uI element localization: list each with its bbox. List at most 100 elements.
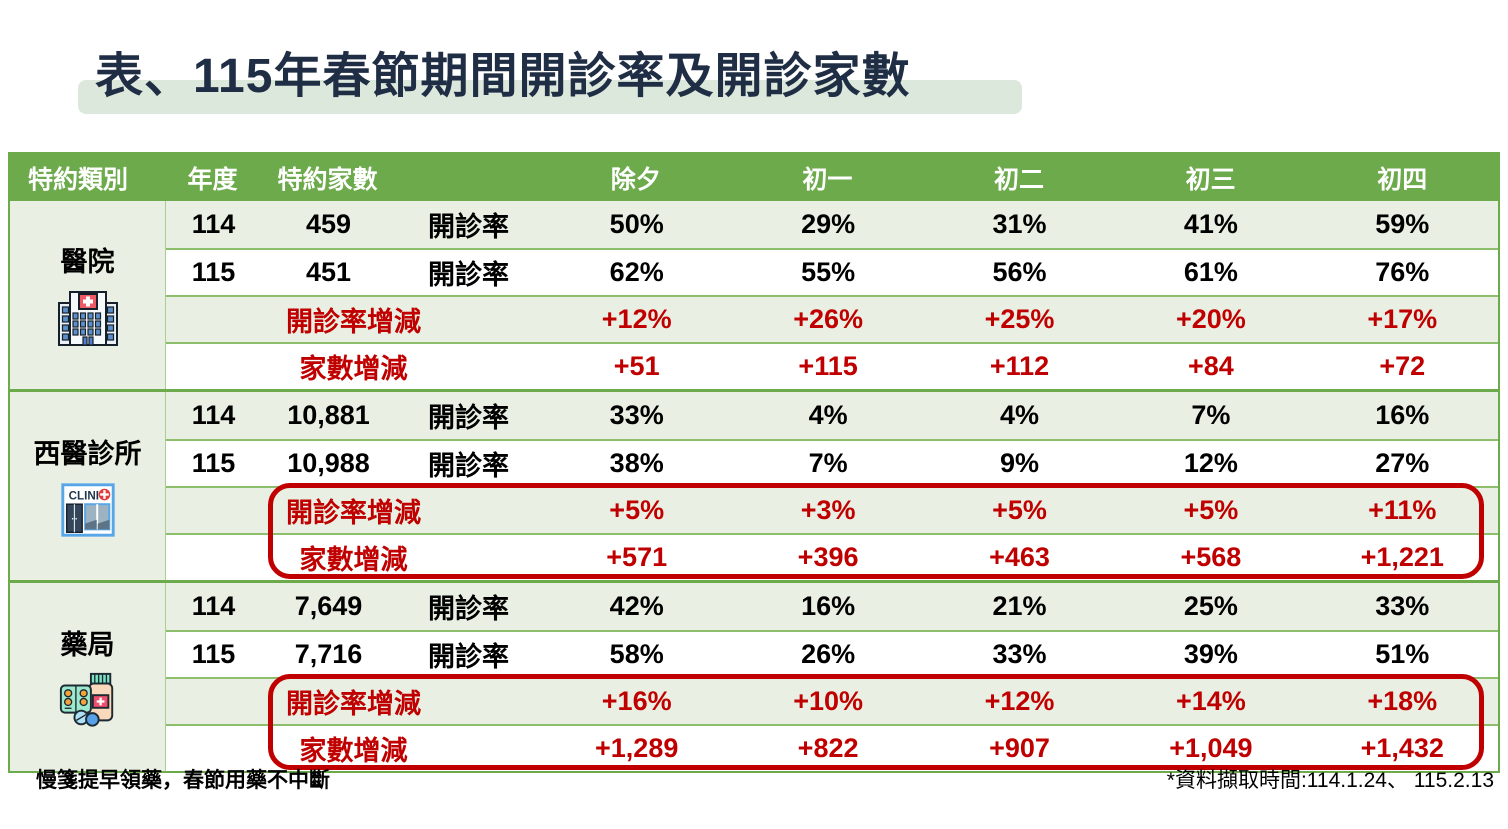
value-cell: 7% [1191,400,1231,430]
value-cell: 61% [1183,257,1238,287]
value-cell: 59% [1375,209,1430,239]
value-cell: 4% [999,400,1039,430]
delta-label: 家數增減 [299,545,408,575]
delta-value: +5% [1183,495,1239,525]
header-day-eve: 除夕 [610,165,661,194]
value-cell: 33% [992,639,1047,669]
value-cell: 26% [801,639,856,669]
value-cell: 50% [609,209,664,239]
table-row: 115 7,716 開診率 58% 26% 33% 39% 51% [166,630,1498,677]
value-cell: 62% [609,257,664,287]
delta-label: 開診率增減 [286,498,421,528]
year-cell: 115 [191,639,236,669]
count-cell: 10,988 [287,448,370,478]
page-title: 表、115年春節期間開診率及開診家數 [95,50,911,103]
delta-value: +5% [992,495,1047,525]
value-cell: 12% [1183,448,1238,478]
delta-label: 開診率增減 [286,307,421,337]
delta-value: +571 [606,542,668,572]
delta-value: +3% [800,495,856,525]
category-cell-hospital: 醫院 [10,201,165,389]
value-cell: 4% [808,400,848,430]
value-cell: 33% [609,400,664,430]
table-row: 開診率增減 +5% +3% +5% +5% +11% [166,486,1498,533]
count-cell: 459 [305,209,352,239]
delta-value: +84 [1187,351,1234,381]
value-cell: 25% [1183,591,1238,621]
section-clinic: 西醫診所 CLINIC [10,389,1498,580]
year-cell: 114 [191,209,236,239]
table-row: 家數增減 +571 +396 +463 +568 +1,221 [166,533,1498,580]
delta-value: +1,049 [1169,733,1253,763]
delta-value: +10% [793,686,863,716]
count-cell: 10,881 [287,400,370,430]
delta-value: +14% [1175,686,1246,716]
category-cell-pharmacy: 藥局 [10,583,165,771]
header-day-2: 初二 [993,165,1044,194]
delta-value: +18% [1367,686,1438,716]
table-row: 115 10,988 開診率 38% 7% 9% 12% 27% [166,439,1498,486]
value-cell: 42% [609,591,664,621]
delta-value: +72 [1379,351,1426,381]
value-cell: 9% [999,448,1039,478]
table-row: 開診率增減 +12% +26% +25% +20% +17% [166,295,1498,342]
header-day-1: 初一 [802,165,853,194]
data-source-note: *資料擷取時間:114.1.24、 115.2.13 [1166,769,1494,792]
delta-label: 家數增減 [299,354,408,384]
table-row: 114 459 開診率 50% 29% 31% 41% 59% [166,201,1498,248]
delta-value: +396 [797,542,859,572]
year-cell: 115 [191,257,236,287]
year-cell: 115 [191,448,236,478]
delta-value: +112 [989,351,1050,381]
delta-value: +17% [1367,304,1438,334]
clinic-sign-text: CLINIC [68,489,107,502]
count-cell: 7,716 [294,639,363,669]
statistics-table: 特約類別 年度 特約家數 除夕 初一 初二 初三 初四 醫院 [8,152,1500,773]
value-cell: 76% [1375,257,1430,287]
delta-value: +5% [609,495,665,525]
header-year: 年度 [187,165,238,194]
delta-label: 開診率增減 [286,689,421,719]
delta-value: +16% [601,686,672,716]
clinic-icon: CLINIC [55,479,121,541]
section-rows: 114 7,649 開診率 42% 16% 21% 25% 33% 115 7,… [165,583,1498,771]
header-category: 特約類別 [28,165,129,194]
delta-label: 家數增減 [299,736,408,766]
category-label: 醫院 [60,246,115,277]
delta-value: +1,432 [1360,733,1444,763]
delta-value: +26% [793,304,863,334]
header-day-4: 初四 [1377,165,1428,194]
count-cell: 7,649 [294,591,363,621]
rate-label: 開診率 [428,212,509,242]
header-day-3: 初三 [1185,165,1236,194]
table-row: 開診率增減 +16% +10% +12% +14% +18% [166,677,1498,724]
table-row: 115 451 開診率 62% 55% 56% 61% 76% [166,248,1498,295]
value-cell: 56% [992,257,1047,287]
value-cell: 41% [1183,209,1238,239]
count-cell: 451 [305,257,352,287]
value-cell: 33% [1375,591,1430,621]
title-highlight-bar [78,80,1022,114]
table-row: 家數增減 +51 +115 +112 +84 +72 [166,342,1498,389]
year-cell: 114 [191,400,236,430]
value-cell: 7% [808,448,848,478]
table-row: 家數增減 +1,289 +822 +907 +1,049 +1,432 [166,724,1498,771]
section-pharmacy: 藥局 [10,580,1498,771]
hospital-icon [52,287,124,351]
title-block: 表、115年春節期間開診率及開診家數 [0,36,1508,126]
delta-value: +20% [1175,304,1246,334]
delta-value: +11% [1368,495,1437,525]
delta-value: +1,221 [1360,542,1444,572]
footer-note: 慢箋提早領藥，春節用藥不中斷 [36,769,330,792]
rate-label: 開診率 [428,451,509,481]
section-rows: 114 10,881 開診率 33% 4% 4% 7% 16% 115 10,9… [165,392,1498,580]
pharmacy-icon [55,670,121,732]
delta-value: +907 [989,733,1050,763]
value-cell: 58% [609,639,664,669]
value-cell: 29% [801,209,856,239]
delta-value: +25% [984,304,1055,334]
value-cell: 39% [1183,639,1238,669]
section-rows: 114 459 開診率 50% 29% 31% 41% 59% 115 451 … [165,201,1498,389]
category-label: 藥局 [60,629,115,660]
rate-label: 開診率 [428,642,509,672]
